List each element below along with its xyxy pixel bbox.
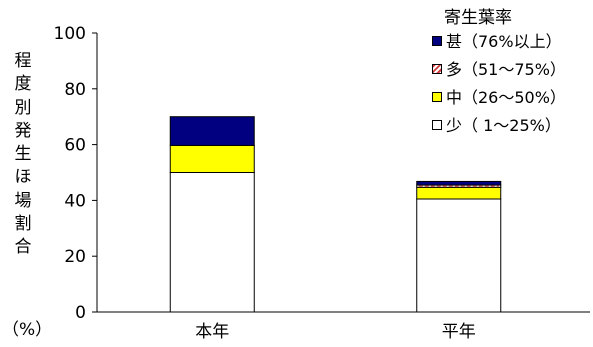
bar-segment (169, 172, 255, 313)
x-axis: 本年 平年 (97, 311, 590, 342)
y-axis-label-char: 別 (14, 97, 32, 118)
legend-label: 甚（76%以上） (446, 32, 562, 51)
x-tick-label: 本年 (195, 322, 229, 342)
y-axis-label: 程 度 別 発 生 ほ 場 割 合 (6, 50, 40, 260)
legend-item-high: 多（51～75%） (430, 59, 593, 81)
legend-label: 少（ 1～25%） (446, 116, 561, 135)
legend-label: 中（26～50%） (446, 88, 566, 107)
bar-segment (169, 144, 255, 173)
y-axis-label-char: 場 (14, 190, 32, 211)
bar-segment (416, 198, 502, 313)
y-axis-label-char: 発 (14, 120, 32, 141)
legend-label: 多（51～75%） (446, 60, 566, 79)
bar-segment (169, 116, 255, 146)
y-axis: 0 20 40 60 80 100 (54, 24, 98, 323)
y-tick-label: 100 (54, 24, 86, 44)
legend-item-low: 少（ 1～25%） (430, 115, 593, 137)
y-tick-label: 20 (64, 247, 86, 267)
legend-item-severe: 甚（76%以上） (430, 31, 593, 53)
y-tick-label: 40 (64, 191, 86, 211)
legend-swatch (432, 64, 442, 74)
legend-item-medium: 中（26～50%） (430, 87, 593, 109)
y-axis-label-char: 程 (14, 51, 32, 71)
y-axis-label-char: 合 (14, 237, 32, 258)
y-axis-label-char: 生 (14, 144, 32, 165)
bar-segment (416, 180, 502, 186)
y-axis-label-char: ほ (14, 167, 32, 188)
y-tick-label: 80 (64, 80, 86, 100)
legend-title: 寄生葉率 (444, 8, 512, 28)
legend-swatch (432, 120, 442, 130)
legend-swatch (432, 92, 442, 102)
legend-swatch (432, 36, 442, 46)
y-axis-label-char: 度 (14, 74, 32, 95)
y-axis-label-char: 割 (14, 214, 32, 235)
y-tick-label: 0 (75, 303, 86, 323)
x-tick-label: 平年 (442, 322, 476, 342)
y-tick-label: 60 (64, 136, 86, 156)
bars (169, 116, 502, 313)
bar-segment (416, 186, 502, 200)
y-axis-unit: （%） (2, 320, 53, 340)
